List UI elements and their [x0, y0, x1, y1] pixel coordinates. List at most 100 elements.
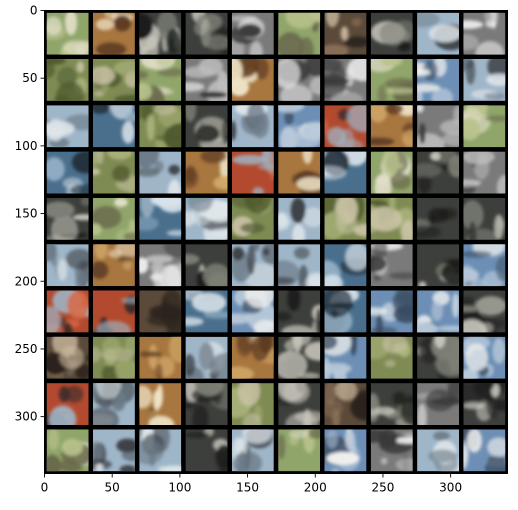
sample-image-tile	[46, 244, 89, 287]
sample-image-tile	[463, 290, 506, 333]
sample-image-tile	[324, 429, 367, 472]
sample-image-tile	[231, 197, 274, 240]
sample-image-tile	[370, 383, 413, 426]
sample-image-tile	[324, 290, 367, 333]
sample-image-tile	[417, 12, 460, 55]
sample-image-tile	[370, 12, 413, 55]
sample-image-tile	[93, 197, 135, 240]
sample-image-tile	[185, 59, 228, 101]
sample-image-tile	[463, 12, 506, 55]
x-tick-label: 100	[168, 481, 191, 495]
sample-image-tile	[324, 244, 367, 287]
sample-image-tile	[139, 383, 182, 426]
sample-image-tile	[185, 151, 228, 194]
sample-image-tile	[463, 151, 506, 194]
sample-image-tile	[278, 383, 321, 426]
sample-image-tile	[93, 290, 135, 333]
x-tick-label: 250	[371, 481, 394, 495]
sample-image-tile	[417, 429, 460, 472]
y-axis-ticks: 0 50 100 150 200 250 300	[15, 4, 45, 424]
sample-image-tile	[185, 290, 228, 333]
sample-image-tile	[278, 290, 321, 333]
sample-image-tile	[93, 105, 135, 148]
sample-image-tile	[46, 105, 89, 148]
sample-image-tile	[324, 151, 367, 194]
y-tick-label: 200	[15, 274, 38, 288]
sample-image-tile	[417, 383, 460, 426]
sample-image-tile	[231, 244, 274, 287]
y-tick-label: 0	[30, 4, 38, 18]
sample-image-tile	[231, 383, 274, 426]
sample-image-tile	[324, 105, 367, 148]
sample-image-tile	[463, 429, 506, 472]
sample-image-tile	[370, 197, 413, 240]
sample-image-tile	[370, 336, 413, 379]
x-tick-label: 200	[304, 481, 327, 495]
sample-image-tile	[139, 59, 182, 101]
sample-image-tile	[463, 59, 506, 101]
sample-image-tile	[278, 105, 321, 148]
sample-image-tile	[93, 12, 135, 55]
sample-image-tile	[185, 105, 228, 148]
sample-image-tile	[231, 12, 274, 55]
sample-image-tile	[278, 336, 321, 379]
sample-image-tile	[417, 59, 459, 101]
sample-image-tile	[139, 151, 182, 194]
sample-image-tile	[370, 151, 413, 194]
sample-image-tile	[324, 336, 367, 379]
sample-image-tile	[463, 244, 506, 287]
sample-image-tile	[139, 197, 182, 240]
sample-image-tile	[231, 336, 274, 379]
sample-image-tile	[93, 383, 135, 426]
sample-image-tile	[139, 336, 182, 379]
sample-image-tile	[370, 59, 413, 101]
x-tick-label: 50	[105, 481, 120, 495]
sample-image-tile	[231, 151, 274, 194]
sample-image-tile	[46, 429, 89, 472]
sample-image-tile	[370, 244, 413, 287]
axes-frame	[44, 10, 508, 474]
sample-image-tile	[231, 105, 274, 148]
sample-image-tile	[185, 244, 228, 287]
sample-image-tile	[185, 197, 228, 240]
sample-image-tile	[46, 59, 89, 101]
sample-image-tile	[231, 290, 274, 333]
sample-image-tile	[185, 429, 228, 472]
sample-image-tile	[417, 244, 460, 287]
sample-image-tile	[278, 12, 321, 55]
sample-image-tile	[46, 197, 89, 240]
y-tick-label: 300	[15, 410, 38, 424]
sample-image-tile	[93, 151, 135, 194]
sample-image-tile	[278, 244, 321, 287]
sample-image-tile	[46, 336, 89, 379]
sample-image-tile	[370, 429, 413, 472]
y-tick-label: 50	[22, 71, 37, 85]
sample-image-tile	[93, 336, 135, 379]
sample-image-tile	[370, 290, 413, 333]
x-axis-ticks: 0 50 100 150 200 250 300	[41, 473, 462, 495]
sample-image-tile	[463, 197, 506, 240]
sample-image-tile	[46, 12, 89, 55]
y-tick-label: 150	[15, 207, 38, 221]
sample-image-tile	[278, 197, 321, 240]
sample-image-tile	[324, 383, 367, 426]
x-tick-label: 300	[439, 481, 462, 495]
sample-image-tile	[463, 383, 506, 425]
sample-image-grid	[44, 10, 508, 474]
sample-image-tile	[417, 336, 460, 379]
sample-image-tile	[463, 336, 506, 379]
sample-image-tile	[463, 105, 506, 148]
sample-image-tile	[278, 429, 321, 472]
sample-image-tile	[370, 105, 413, 148]
sample-image-tile	[324, 12, 367, 55]
sample-image-tile	[93, 244, 135, 287]
sample-image-tile	[46, 383, 89, 426]
sample-image-tile	[46, 290, 89, 333]
sample-image-tile	[139, 290, 182, 333]
sample-image-tile	[93, 59, 135, 101]
y-tick-label: 250	[15, 342, 38, 356]
sample-image-tile	[417, 105, 460, 148]
sample-image-tile	[139, 244, 182, 287]
sample-image-tile	[139, 12, 182, 55]
